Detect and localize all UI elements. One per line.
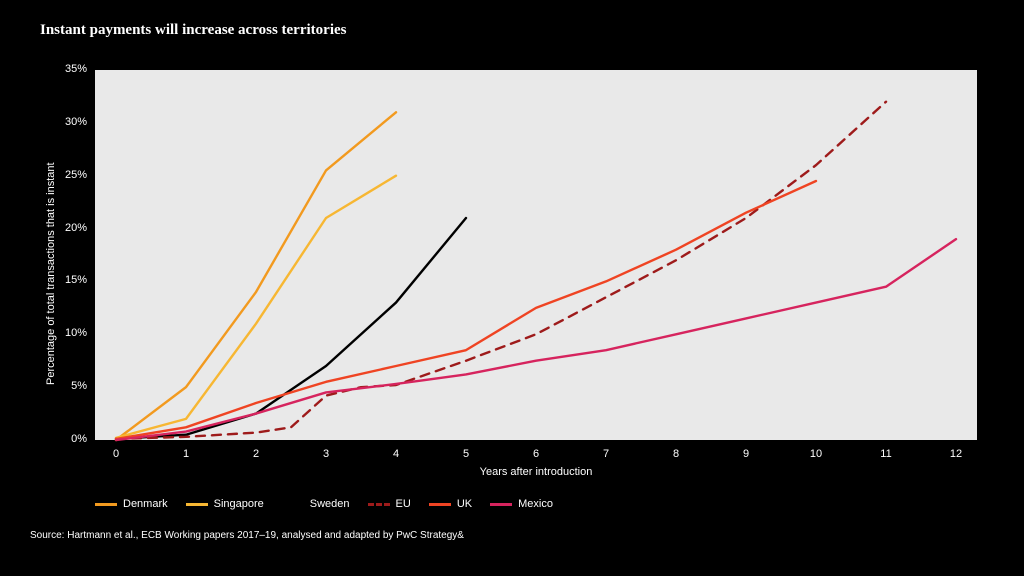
legend-swatch	[95, 503, 117, 506]
y-axis-label: Percentage of total transactions that is…	[45, 162, 57, 385]
legend-label: Singapore	[214, 498, 264, 510]
legend-label: Mexico	[518, 498, 553, 510]
source-note: Source: Hartmann et al., ECB Working pap…	[30, 530, 464, 541]
legend-swatch	[282, 503, 304, 506]
x-tick-label: 8	[666, 448, 686, 460]
legend-item-denmark: Denmark	[95, 498, 168, 510]
legend-swatch	[429, 503, 451, 506]
legend-swatch	[490, 503, 512, 506]
legend-item-sweden: Sweden	[282, 498, 350, 510]
legend-item-mexico: Mexico	[490, 498, 553, 510]
y-tick-label: 15%	[65, 274, 87, 286]
x-tick-label: 0	[106, 448, 126, 460]
legend-label: UK	[457, 498, 472, 510]
x-tick-label: 5	[456, 448, 476, 460]
legend-swatch	[368, 503, 390, 506]
x-tick-label: 12	[946, 448, 966, 460]
x-tick-label: 1	[176, 448, 196, 460]
x-axis-label: Years after introduction	[456, 466, 616, 478]
y-tick-label: 30%	[65, 116, 87, 128]
y-tick-label: 0%	[71, 433, 87, 445]
x-tick-label: 2	[246, 448, 266, 460]
legend-item-singapore: Singapore	[186, 498, 264, 510]
chart-plot	[0, 0, 1024, 576]
x-tick-label: 9	[736, 448, 756, 460]
y-tick-label: 20%	[65, 222, 87, 234]
legend: Denmark Singapore Sweden EU UK Mexico	[95, 498, 553, 510]
x-tick-label: 11	[876, 448, 896, 460]
legend-item-eu: EU	[368, 498, 411, 510]
y-tick-label: 5%	[71, 380, 87, 392]
y-tick-label: 25%	[65, 169, 87, 181]
legend-label: EU	[396, 498, 411, 510]
x-tick-label: 4	[386, 448, 406, 460]
x-tick-label: 6	[526, 448, 546, 460]
y-tick-label: 10%	[65, 327, 87, 339]
x-tick-label: 3	[316, 448, 336, 460]
x-tick-label: 7	[596, 448, 616, 460]
x-tick-label: 10	[806, 448, 826, 460]
legend-label: Denmark	[123, 498, 168, 510]
legend-item-uk: UK	[429, 498, 472, 510]
legend-swatch	[186, 503, 208, 506]
y-tick-label: 35%	[65, 63, 87, 75]
legend-label: Sweden	[310, 498, 350, 510]
